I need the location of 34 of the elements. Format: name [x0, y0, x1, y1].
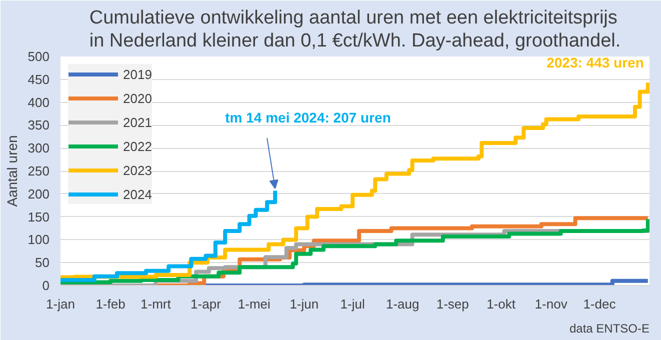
y-tick-label: 100	[28, 232, 50, 248]
legend-label: 2020	[123, 90, 152, 106]
y-axis-title: Aantal uren	[4, 135, 20, 207]
x-tick-label: 1-nov	[534, 296, 568, 312]
x-tick-label: 1-jul	[340, 296, 365, 312]
x-tick-label: 1-sep	[436, 296, 469, 312]
legend-label: 2019	[123, 66, 152, 82]
y-tick-label: 400	[28, 94, 50, 110]
y-tick-label: 150	[28, 209, 50, 224]
x-tick-label: 1-mrt	[140, 296, 172, 312]
x-tick-label: 1-jun	[290, 296, 319, 312]
text: data ENTSO-E	[569, 322, 650, 336]
x-tick-label: 1-feb	[96, 296, 126, 312]
y-tick-label: 200	[28, 186, 50, 202]
chart-title: Cumulatieve ontwikkeling aantal uren met een elektriciteitsprijs in Nederland kleiner dan 0,1 €ct/kWh. Day-ahead, groothandel.	[89, 7, 621, 52]
x-tick-label: 1-okt	[486, 296, 516, 312]
y-tick-label: 450	[28, 72, 50, 87]
x-tick-label: 1-dec	[583, 296, 616, 312]
legend-label: 2024	[123, 186, 152, 202]
x-tick-label: 1-aug	[386, 296, 420, 312]
x-tick-label: 1-apr	[190, 296, 222, 312]
annotation: tm 14 mei 2024: 207 uren	[225, 110, 391, 126]
legend-label: 2021	[123, 114, 152, 130]
y-tick-label: 0	[42, 278, 50, 293]
annotation: 2023: 443 uren	[546, 54, 644, 71]
x-tick-label: 1-mei	[238, 296, 271, 312]
y-tick-label: 300	[28, 140, 50, 156]
y-tick-label: 250	[28, 164, 50, 178]
x-tick-label: 1-jan	[46, 296, 75, 312]
y-tick-label: 50	[35, 255, 50, 270]
legend-label: 2022	[123, 138, 152, 154]
y-tick-label: 350	[28, 118, 50, 133]
legend-label: 2023	[123, 162, 152, 178]
y-tick-label: 500	[28, 49, 50, 64]
